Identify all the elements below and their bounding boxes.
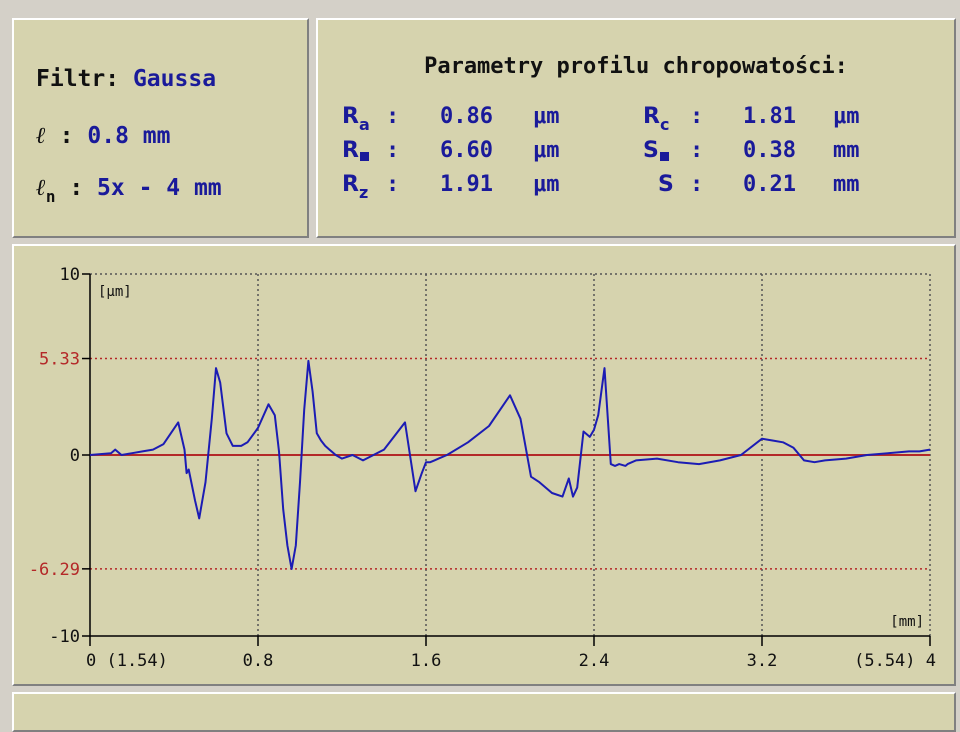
roughness-parameters-panel: Parametry profilu chropowatości: Ra : 0.… bbox=[316, 18, 956, 238]
cutoff-separator: : bbox=[45, 123, 74, 149]
filter-label: Filtr: bbox=[36, 66, 120, 92]
x-tick-label-5: (5.54) 4 bbox=[854, 651, 936, 671]
cutoff-symbol: ℓ bbox=[36, 122, 46, 149]
param-sm-sep: : bbox=[690, 138, 704, 163]
y-tick-label-2: 0 bbox=[70, 446, 80, 466]
x-tick-label-1: 0.8 bbox=[243, 651, 274, 671]
status-panel bbox=[12, 692, 956, 732]
x-tick-label-3: 2.4 bbox=[579, 651, 610, 671]
eval-subscript: n bbox=[45, 187, 56, 206]
param-rm-unit: μm bbox=[533, 138, 560, 163]
param-rm-symbol: R bbox=[342, 138, 369, 163]
param-ra-value: 0.86 bbox=[440, 104, 493, 129]
filter-panel: Filtr: Gaussa ℓ : 0.8 mm ℓn : 5x - 4 mm bbox=[12, 18, 309, 238]
param-s-unit: mm bbox=[833, 172, 860, 197]
param-rz-sep: : bbox=[386, 172, 400, 197]
roughness-profile-chart: 10 5.33 0 -6.29 -10 0 (1.54) 0.8 1.6 2.4 3.2 (5.54… bbox=[29, 265, 936, 671]
param-rm-value: 6.60 bbox=[440, 138, 493, 163]
y-axis-unit-label: [μm] bbox=[98, 284, 132, 300]
param-rc-sep: : bbox=[690, 104, 704, 129]
evaluation-length-row: ℓn : 5x - 4 mm bbox=[36, 174, 222, 206]
param-ra-sep: : bbox=[386, 104, 400, 129]
param-rc-value: 1.81 bbox=[743, 104, 796, 129]
param-s-sep: : bbox=[690, 172, 704, 197]
param-sm-symbol: S bbox=[643, 138, 669, 163]
param-sm-unit: mm bbox=[833, 138, 860, 163]
eval-separator: : bbox=[55, 175, 84, 201]
param-s-value: 0.21 bbox=[743, 172, 796, 197]
filter-type-value: Gaussa bbox=[132, 66, 217, 92]
param-rz-symbol: Rz bbox=[342, 172, 369, 202]
param-sm-value: 0.38 bbox=[743, 138, 796, 163]
eval-symbol: ℓ bbox=[36, 174, 46, 201]
param-rz-unit: μm bbox=[533, 172, 560, 197]
cutoff-row: ℓ : 0.8 mm bbox=[36, 122, 170, 149]
cutoff-value: 0.8 mm bbox=[87, 123, 171, 149]
y-tick-label-3: -6.29 bbox=[29, 560, 80, 580]
param-ra-symbol: Ra bbox=[342, 104, 370, 134]
y-tick-label-4: -10 bbox=[49, 627, 80, 647]
param-rc-unit: μm bbox=[833, 104, 860, 129]
x-tick-label-2: 1.6 bbox=[411, 651, 442, 671]
x-tick-label-0: 0 (1.54) bbox=[86, 651, 168, 671]
filter-row: Filtr: Gaussa bbox=[36, 66, 216, 92]
param-ra-unit: μm bbox=[533, 104, 560, 129]
param-s-symbol: S bbox=[658, 172, 674, 197]
param-rc-symbol: Rc bbox=[643, 104, 670, 134]
roughness-profile-chart-panel: 10 5.33 0 -6.29 -10 0 (1.54) 0.8 1.6 2.4 3.2 (5.54… bbox=[12, 244, 956, 686]
profile-series-line bbox=[89, 359, 931, 570]
y-tick-label-0: 10 bbox=[60, 265, 80, 285]
y-tick-label-1: 5.33 bbox=[39, 350, 80, 370]
x-tick-label-4: 3.2 bbox=[747, 651, 778, 671]
parameters-title: Parametry profilu chropowatości: bbox=[424, 54, 848, 79]
param-rz-value: 1.91 bbox=[440, 172, 493, 197]
evaluation-length-value: 5x - 4 mm bbox=[97, 175, 222, 201]
param-rm-sep: : bbox=[386, 138, 400, 163]
x-axis-unit-label: [mm] bbox=[890, 614, 924, 630]
